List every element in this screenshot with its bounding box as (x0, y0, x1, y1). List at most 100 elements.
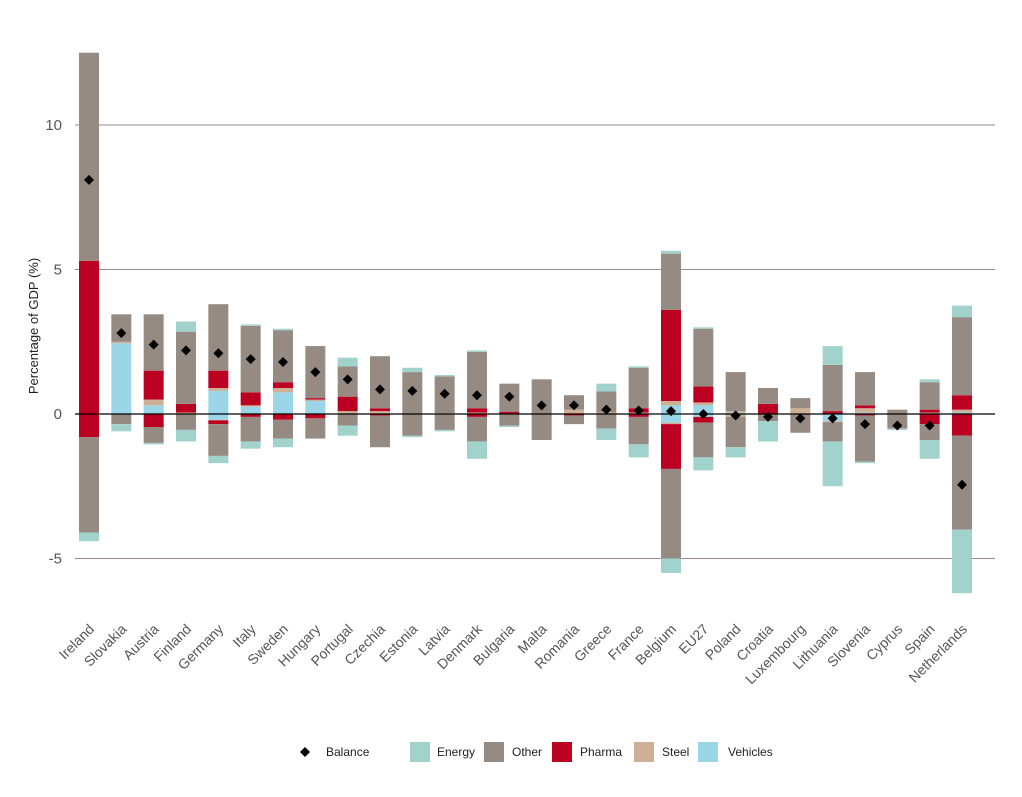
bar-other-positive (531, 379, 552, 414)
balance-marker (375, 384, 385, 395)
bar-pharma-negative (467, 414, 487, 417)
legend-label-energy: Energy (437, 745, 475, 759)
bar-energy-negative (596, 428, 617, 441)
bar-other-positive (822, 364, 843, 412)
bar-other-negative (370, 415, 390, 448)
balance-marker (213, 348, 224, 359)
bar-vehicles-positive (143, 405, 164, 414)
bar-other-positive (887, 409, 908, 414)
bar-energy-negative (952, 529, 972, 594)
bar-other-positive (628, 367, 649, 409)
bar-other-positive (919, 382, 940, 410)
bar-pharma-negative (693, 416, 714, 423)
bar-steel-positive (370, 411, 390, 414)
bar-steel-positive (305, 399, 326, 401)
balance-marker (924, 420, 935, 431)
y-tick-label: 5 (54, 262, 62, 279)
bar-other-positive (790, 398, 811, 409)
bar-pharma-negative (564, 414, 584, 416)
bar-pharma-negative (952, 414, 972, 436)
bar-other-positive (725, 372, 746, 412)
y-tick-label: 0 (54, 406, 62, 423)
bar-energy-positive (337, 357, 358, 367)
balance-marker (245, 354, 256, 365)
balance-marker (795, 413, 806, 424)
bar-steel-positive (273, 387, 293, 393)
bar-other-negative (790, 414, 811, 433)
bar-pharma-positive (467, 408, 487, 413)
bar-other-negative (240, 416, 261, 442)
balance-marker (472, 390, 482, 401)
bar-pharma-positive (499, 411, 520, 414)
bar-energy-negative (337, 425, 358, 436)
bar-other-positive (467, 351, 487, 409)
balance-marker (892, 420, 903, 431)
bar-pharma-negative (79, 414, 99, 438)
bar-energy-positive (919, 379, 940, 383)
bar-other-negative (596, 414, 617, 429)
bar-pharma-negative (273, 414, 293, 420)
bar-other-negative (855, 415, 875, 462)
bar-pharma-negative (240, 414, 261, 417)
balance-marker (633, 405, 644, 416)
bar-steel-negative (208, 419, 229, 421)
balance-marker (698, 409, 709, 419)
bar-energy-negative (143, 442, 164, 445)
bar-pharma-positive (240, 392, 261, 406)
bar-pharma-positive (176, 403, 196, 413)
bar-energy-negative (240, 441, 261, 449)
bar-other-positive (111, 314, 132, 342)
bar-energy-negative (499, 425, 520, 428)
bar-pharma-positive (693, 386, 714, 403)
bar-pharma-negative (143, 414, 164, 428)
bar-steel-positive (240, 405, 261, 407)
bar-pharma-positive (273, 382, 293, 388)
bar-other-positive (855, 372, 875, 406)
balance-marker (957, 479, 967, 490)
legend-label-steel: Steel (662, 745, 689, 759)
y-axis-label: Percentage of GDP (%) (26, 258, 41, 394)
bar-pharma-positive (79, 260, 99, 414)
bar-other-positive (758, 387, 778, 404)
bar-energy-negative (822, 441, 843, 487)
bar-vehicles-positive (273, 392, 293, 414)
bar-pharma-positive (855, 405, 875, 409)
bar-energy-negative (111, 424, 132, 432)
balance-markers (84, 174, 967, 490)
balance-marker (181, 345, 191, 356)
bar-other-negative (305, 418, 326, 439)
bar-pharma-negative (919, 414, 940, 425)
balance-marker (148, 339, 159, 350)
balance-marker (601, 404, 612, 415)
bar-other-negative (693, 422, 714, 458)
bar-pharma-negative (370, 414, 390, 416)
bars (79, 52, 972, 594)
legend-other-swatch (484, 742, 504, 762)
bar-pharma-positive (143, 370, 164, 400)
bar-other-negative (628, 416, 649, 445)
bar-steel-positive (337, 411, 358, 414)
bar-other-negative (499, 414, 520, 426)
bar-vehicles-negative (661, 414, 681, 423)
legend-steel-swatch (634, 742, 654, 762)
bar-other-positive (273, 330, 293, 383)
balance-marker (439, 388, 450, 399)
bar-other-positive (693, 328, 714, 387)
bar-other-negative (273, 419, 293, 439)
bar-steel-positive (790, 408, 811, 414)
bar-other-negative (822, 422, 843, 442)
balance-marker (84, 174, 94, 185)
balance-marker (763, 411, 773, 422)
bar-steel-positive (208, 387, 229, 391)
bar-pharma-negative (208, 420, 229, 425)
bar-pharma-positive (661, 309, 681, 401)
bar-energy-negative (273, 438, 293, 448)
balance-marker (827, 413, 838, 424)
bar-other-positive (176, 331, 196, 404)
bar-energy-negative (176, 429, 196, 442)
balance-marker (666, 406, 676, 417)
legend-label-vehicles: Vehicles (728, 745, 773, 759)
balance-marker (860, 419, 870, 430)
legend-pharma-swatch (552, 742, 572, 762)
